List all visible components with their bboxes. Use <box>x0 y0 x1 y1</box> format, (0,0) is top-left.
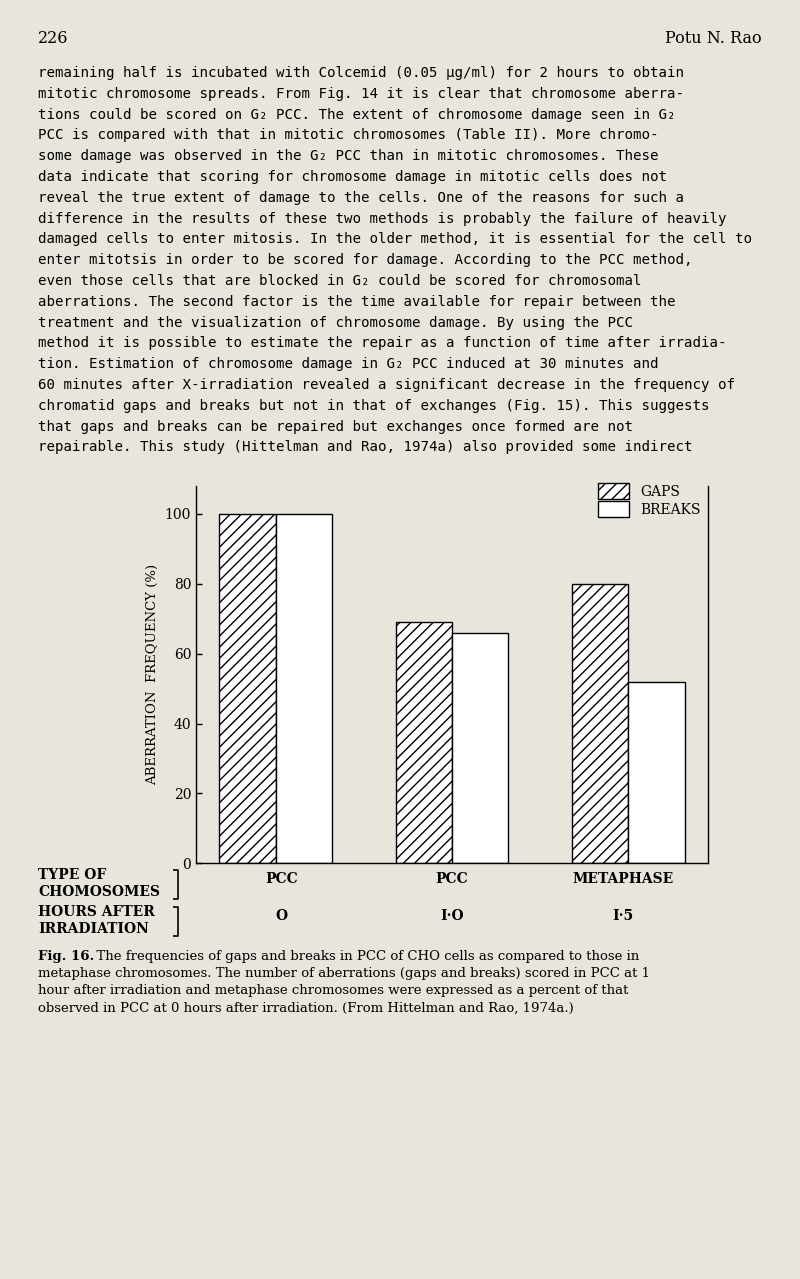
Text: repairable. This study (Hittelman and Rao, 1974a) also provided some indirect: repairable. This study (Hittelman and Ra… <box>38 440 693 454</box>
Text: tion. Estimation of chromosome damage in G₂ PCC induced at 30 minutes and: tion. Estimation of chromosome damage in… <box>38 357 658 371</box>
Text: PCC is compared with that in mitotic chromosomes (Table II). More chromo-: PCC is compared with that in mitotic chr… <box>38 128 658 142</box>
Text: hour after irradiation and metaphase chromosomes were expressed as a percent of : hour after irradiation and metaphase chr… <box>38 985 628 998</box>
Text: I·O: I·O <box>440 909 464 923</box>
Text: CHOMOSOMES: CHOMOSOMES <box>38 885 160 899</box>
Text: PCC: PCC <box>436 872 468 886</box>
Text: metaphase chromosomes. The number of aberrations (gaps and breaks) scored in PCC: metaphase chromosomes. The number of abe… <box>38 967 650 980</box>
Text: aberrations. The second factor is the time available for repair between the: aberrations. The second factor is the ti… <box>38 294 675 308</box>
Text: Fig. 16.: Fig. 16. <box>38 950 94 963</box>
Text: I·5: I·5 <box>612 909 634 923</box>
Text: mitotic chromosome spreads. From Fig. 14 it is clear that chromosome aberra-: mitotic chromosome spreads. From Fig. 14… <box>38 87 684 101</box>
Text: Potu N. Rao: Potu N. Rao <box>666 29 762 47</box>
Text: IRRADIATION: IRRADIATION <box>38 922 149 936</box>
Text: HOURS AFTER: HOURS AFTER <box>38 906 154 920</box>
Text: reveal the true extent of damage to the cells. One of the reasons for such a: reveal the true extent of damage to the … <box>38 191 684 205</box>
Text: The frequencies of gaps and breaks in PCC of CHO cells as compared to those in: The frequencies of gaps and breaks in PC… <box>88 950 639 963</box>
Text: chromatid gaps and breaks but not in that of exchanges (Fig. 15). This suggests: chromatid gaps and breaks but not in tha… <box>38 399 710 413</box>
Bar <box>395 623 452 863</box>
Text: damaged cells to enter mitosis. In the older method, it is essential for the cel: damaged cells to enter mitosis. In the o… <box>38 233 752 247</box>
Text: tions could be scored on G₂ PCC. The extent of chromosome damage seen in G₂: tions could be scored on G₂ PCC. The ext… <box>38 107 675 122</box>
Text: observed in PCC at 0 hours after irradiation. (From Hittelman and Rao, 1974a.): observed in PCC at 0 hours after irradia… <box>38 1001 574 1014</box>
Text: difference in the results of these two methods is probably the failure of heavil: difference in the results of these two m… <box>38 211 726 225</box>
Text: PCC: PCC <box>265 872 298 886</box>
Text: enter mitotsis in order to be scored for damage. According to the PCC method,: enter mitotsis in order to be scored for… <box>38 253 693 267</box>
Bar <box>628 682 685 863</box>
Text: TYPE OF: TYPE OF <box>38 868 106 883</box>
Text: 60 minutes after X-irradiation revealed a significant decrease in the frequency : 60 minutes after X-irradiation revealed … <box>38 379 735 391</box>
Text: even those cells that are blocked in G₂ could be scored for chromosomal: even those cells that are blocked in G₂ … <box>38 274 642 288</box>
Bar <box>572 583 628 863</box>
Text: remaining half is incubated with Colcemid (0.05 μg/ml) for 2 hours to obtain: remaining half is incubated with Colcemi… <box>38 67 684 81</box>
Text: 226: 226 <box>38 29 69 47</box>
Bar <box>276 514 332 863</box>
Text: METAPHASE: METAPHASE <box>572 872 674 886</box>
Text: data indicate that scoring for chromosome damage in mitotic cells does not: data indicate that scoring for chromosom… <box>38 170 667 184</box>
Y-axis label: ABERRATION  FREQUENCY (%): ABERRATION FREQUENCY (%) <box>146 564 159 785</box>
Legend: GAPS, BREAKS: GAPS, BREAKS <box>593 478 706 522</box>
Text: method it is possible to estimate the repair as a function of time after irradia: method it is possible to estimate the re… <box>38 336 726 350</box>
Text: some damage was observed in the G₂ PCC than in mitotic chromosomes. These: some damage was observed in the G₂ PCC t… <box>38 150 658 164</box>
Text: that gaps and breaks can be repaired but exchanges once formed are not: that gaps and breaks can be repaired but… <box>38 420 633 434</box>
Bar <box>219 514 276 863</box>
Bar <box>452 633 509 863</box>
Text: treatment and the visualization of chromosome damage. By using the PCC: treatment and the visualization of chrom… <box>38 316 633 330</box>
Text: O: O <box>275 909 287 923</box>
